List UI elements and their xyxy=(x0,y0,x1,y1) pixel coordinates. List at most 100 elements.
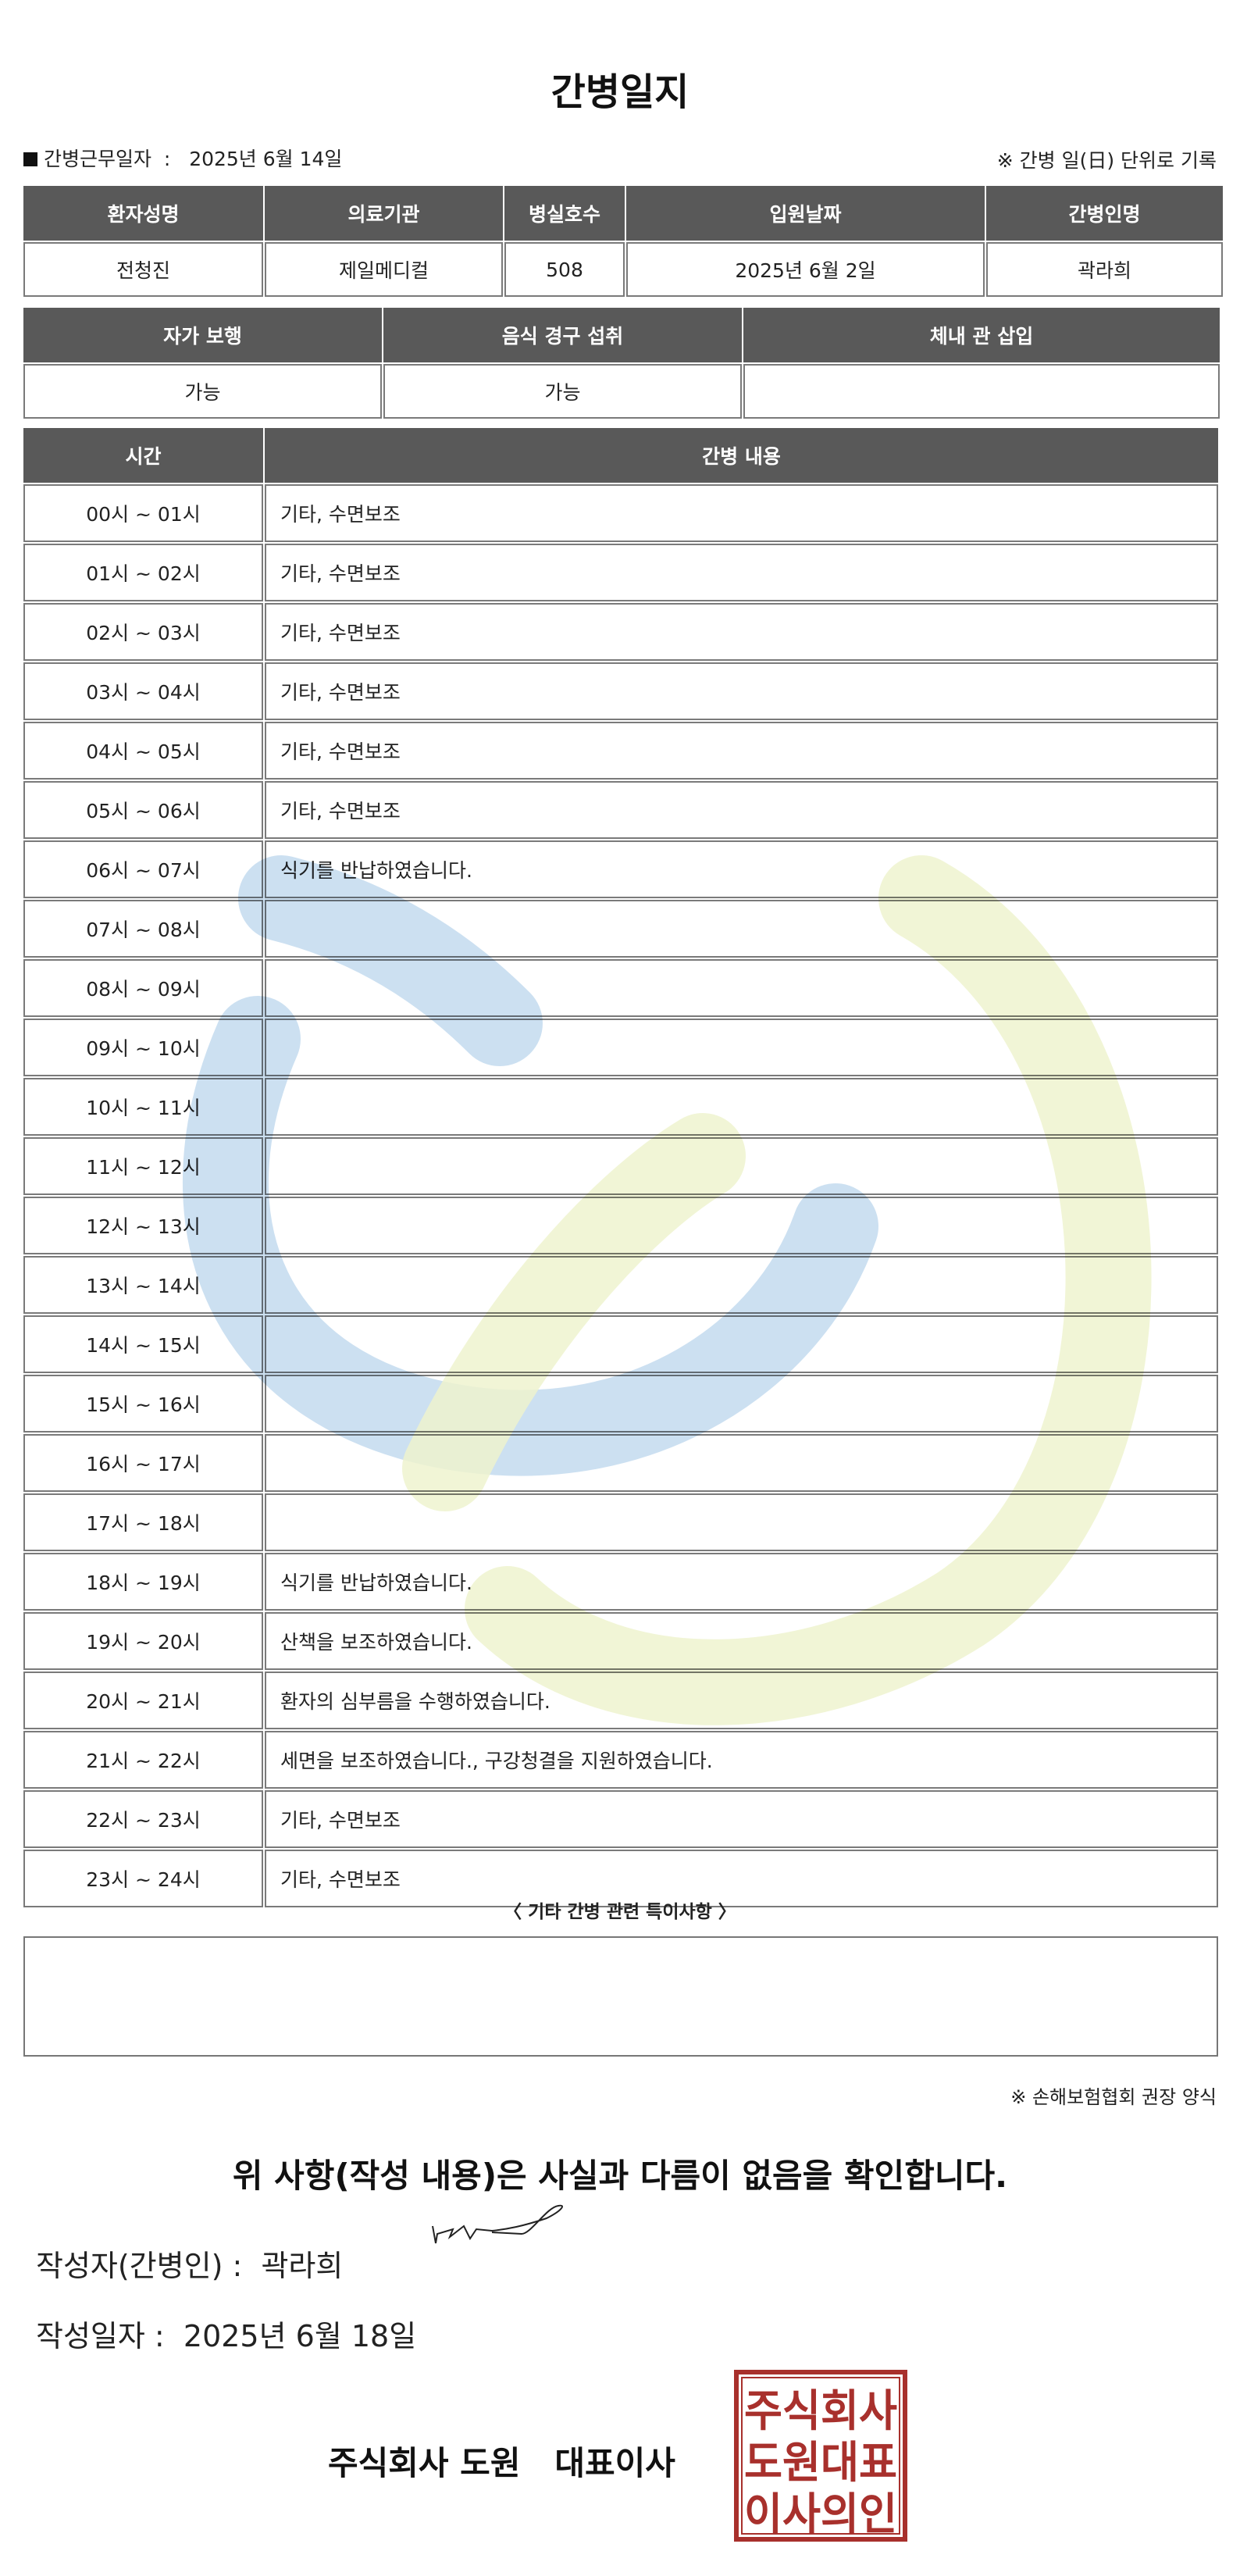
log-content: 기타, 수면보조 xyxy=(265,544,1218,601)
svg-text:도원대표: 도원대표 xyxy=(744,2438,897,2489)
room-number: 508 xyxy=(504,242,625,297)
written-date-value: 2025년 6월 18일 xyxy=(183,2319,417,2353)
log-content xyxy=(265,1019,1218,1076)
log-time: 17시 ~ 18시 xyxy=(23,1493,263,1551)
oral-intake-value: 가능 xyxy=(383,364,742,419)
log-row: 23시 ~ 24시 기타, 수면보조 xyxy=(23,1850,1218,1907)
writer-name: 곽라희 xyxy=(261,2249,344,2283)
log-time: 10시 ~ 11시 xyxy=(23,1078,263,1136)
log-content xyxy=(265,1434,1218,1492)
log-time: 14시 ~ 15시 xyxy=(23,1315,263,1373)
log-time: 21시 ~ 22시 xyxy=(23,1731,263,1789)
log-content: 기타, 수면보조 xyxy=(265,781,1218,839)
header-oral-intake: 음식 경구 섭취 xyxy=(383,308,742,362)
header-hospital: 의료기관 xyxy=(265,186,503,241)
log-row: 17시 ~ 18시 xyxy=(23,1493,1218,1551)
header-patient-name: 환자성명 xyxy=(23,186,263,241)
caregiver-name: 곽라희 xyxy=(986,242,1223,297)
care-log-table: 시간 간병 내용 00시 ~ 01시 기타, 수면보조 01시 ~ 02시 기타, 수… xyxy=(22,426,1220,1909)
status-table: 자가 보행 음식 경구 섭취 체내 관 삽입 가능 가능 xyxy=(22,306,1221,420)
log-row: 18시 ~ 19시 식기를 반납하였습니다. xyxy=(23,1553,1218,1611)
svg-text:주식회사: 주식회사 xyxy=(744,2386,897,2437)
svg-text:이사의인: 이사의인 xyxy=(744,2489,897,2540)
header-walking: 자가 보행 xyxy=(23,308,382,362)
log-time: 05시 ~ 06시 xyxy=(23,781,263,839)
log-content: 산책을 보조하였습니다. xyxy=(265,1612,1218,1670)
log-row: 02시 ~ 03시 기타, 수면보조 xyxy=(23,603,1218,661)
header-tube: 체내 관 삽입 xyxy=(743,308,1220,362)
admission-date: 2025년 6월 2일 xyxy=(626,242,985,297)
log-time: 22시 ~ 23시 xyxy=(23,1790,263,1848)
page-title: 간병일지 xyxy=(551,70,689,114)
log-row: 08시 ~ 09시 xyxy=(23,959,1218,1017)
log-content: 환자의 심부름을 수행하였습니다. xyxy=(265,1672,1218,1729)
header-admission-date: 입원날짜 xyxy=(626,186,985,241)
log-time: 23시 ~ 24시 xyxy=(23,1850,263,1907)
log-row: 21시 ~ 22시 세면을 보조하였습니다., 구강청결을 지원하였습니다. xyxy=(23,1731,1218,1789)
log-row: 20시 ~ 21시 환자의 심부름을 수행하였습니다. xyxy=(23,1672,1218,1729)
log-time: 20시 ~ 21시 xyxy=(23,1672,263,1729)
log-content xyxy=(265,1078,1218,1136)
company-seal: 주식회사 도원대표 이사의인 xyxy=(734,2370,907,2542)
log-content: 식기를 반납하였습니다. xyxy=(265,1553,1218,1611)
writer-line: 작성자(간병인) : 곽라희 xyxy=(36,2242,343,2285)
log-row: 06시 ~ 07시 식기를 반납하였습니다. xyxy=(23,840,1218,898)
log-time: 13시 ~ 14시 xyxy=(23,1256,263,1314)
log-content: 기타, 수면보조 xyxy=(265,722,1218,780)
work-date: 간병근무일자 : 2025년 6월 14일 xyxy=(23,144,342,172)
log-content: 기타, 수면보조 xyxy=(265,662,1218,720)
form-note: ※ 손해보험협회 권장 양식 xyxy=(1010,2086,1217,2108)
work-date-value: 2025년 6월 14일 xyxy=(189,148,343,170)
log-content: 기타, 수면보조 xyxy=(265,484,1218,542)
log-time: 03시 ~ 04시 xyxy=(23,662,263,720)
log-time: 01시 ~ 02시 xyxy=(23,544,263,601)
log-time: 09시 ~ 10시 xyxy=(23,1019,263,1076)
log-time: 18시 ~ 19시 xyxy=(23,1553,263,1611)
log-time: 11시 ~ 12시 xyxy=(23,1137,263,1195)
written-date-label: 작성일자 : xyxy=(36,2319,165,2353)
signature xyxy=(432,2204,563,2244)
log-content xyxy=(265,959,1218,1017)
header-room: 병실호수 xyxy=(504,186,625,241)
log-content: 기타, 수면보조 xyxy=(265,1850,1218,1907)
log-row: 01시 ~ 02시 기타, 수면보조 xyxy=(23,544,1218,601)
square-bullet-icon xyxy=(23,152,37,166)
daily-note: ※ 간병 일(日) 단위로 기록 xyxy=(996,149,1217,172)
log-content: 식기를 반납하였습니다. xyxy=(265,840,1218,898)
log-row: 09시 ~ 10시 xyxy=(23,1019,1218,1076)
remarks-heading: 〈 기타 간병 관련 특이사항 〉 xyxy=(504,1902,736,1922)
confirmation-statement: 위 사항(작성 내용)은 사실과 다름이 없음을 확인합니다. xyxy=(232,2157,1008,2195)
log-time: 16시 ~ 17시 xyxy=(23,1434,263,1492)
log-row: 04시 ~ 05시 기타, 수면보조 xyxy=(23,722,1218,780)
log-time: 06시 ~ 07시 xyxy=(23,840,263,898)
tube-value xyxy=(743,364,1220,419)
header-care-content: 간병 내용 xyxy=(265,428,1218,483)
log-content xyxy=(265,1137,1218,1195)
log-row: 15시 ~ 16시 xyxy=(23,1375,1218,1432)
log-time: 08시 ~ 09시 xyxy=(23,959,263,1017)
log-row: 00시 ~ 01시 기타, 수면보조 xyxy=(23,484,1218,542)
log-content xyxy=(265,1493,1218,1551)
log-content: 세면을 보조하였습니다., 구강청결을 지원하였습니다. xyxy=(265,1731,1218,1789)
written-date-line: 작성일자 : 2025년 6월 18일 xyxy=(36,2312,416,2355)
log-content xyxy=(265,1375,1218,1432)
log-row: 14시 ~ 15시 xyxy=(23,1315,1218,1373)
header-caregiver: 간병인명 xyxy=(986,186,1223,241)
remarks-box xyxy=(23,1936,1218,2057)
log-time: 12시 ~ 13시 xyxy=(23,1197,263,1254)
log-content: 기타, 수면보조 xyxy=(265,603,1218,661)
log-row: 22시 ~ 23시 기타, 수면보조 xyxy=(23,1790,1218,1848)
company-representative: 주식회사 도원 대표이사 xyxy=(328,2444,675,2482)
log-time: 04시 ~ 05시 xyxy=(23,722,263,780)
log-row: 05시 ~ 06시 기타, 수면보조 xyxy=(23,781,1218,839)
log-row: 03시 ~ 04시 기타, 수면보조 xyxy=(23,662,1218,720)
log-row: 11시 ~ 12시 xyxy=(23,1137,1218,1195)
log-row: 19시 ~ 20시 산책을 보조하였습니다. xyxy=(23,1612,1218,1670)
log-time: 19시 ~ 20시 xyxy=(23,1612,263,1670)
log-time: 02시 ~ 03시 xyxy=(23,603,263,661)
log-content xyxy=(265,1197,1218,1254)
work-date-label: 간병근무일자 xyxy=(44,148,152,170)
log-time: 00시 ~ 01시 xyxy=(23,484,263,542)
log-content xyxy=(265,1256,1218,1314)
log-content xyxy=(265,900,1218,958)
